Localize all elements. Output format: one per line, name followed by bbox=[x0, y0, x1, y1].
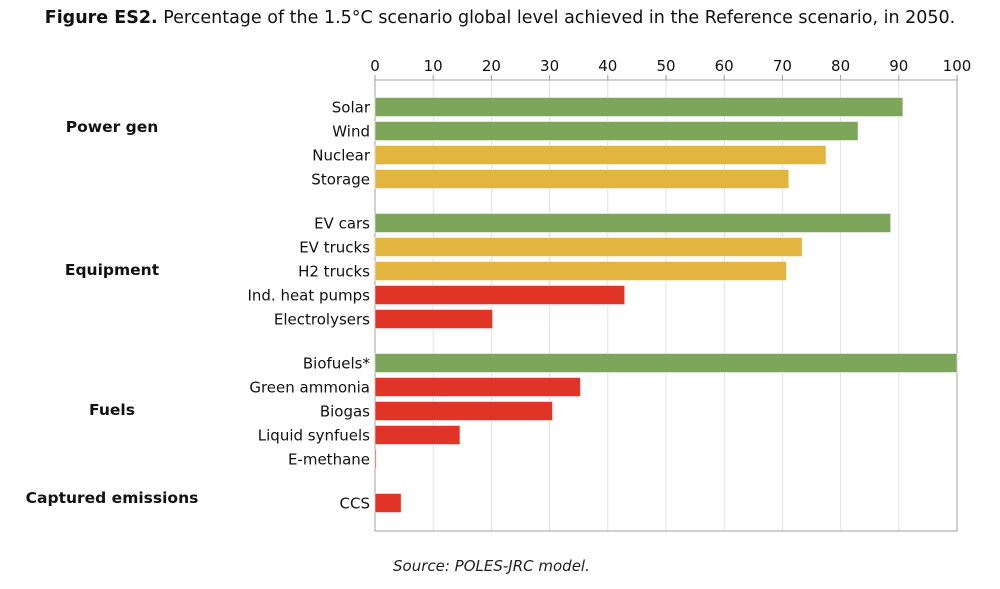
x-tick-label: 50 bbox=[656, 57, 675, 75]
x-tick-label: 0 bbox=[370, 57, 380, 75]
category-label: Solar bbox=[332, 99, 371, 117]
category-label: Ind. heat pumps bbox=[247, 287, 370, 305]
category-label: Storage bbox=[311, 171, 370, 189]
bar-ccs bbox=[374, 493, 402, 513]
x-tick-label: 100 bbox=[943, 57, 972, 75]
x-tick-label: 70 bbox=[773, 57, 792, 75]
x-tick-label: 90 bbox=[889, 57, 908, 75]
bar-biofuels- bbox=[374, 353, 958, 373]
x-tick-label: 60 bbox=[715, 57, 734, 75]
category-label: CCS bbox=[340, 495, 370, 513]
x-tick-label: 20 bbox=[482, 57, 501, 75]
figure-caption: Percentage of the 1.5°C scenario global … bbox=[163, 8, 956, 28]
category-label: Electrolysers bbox=[274, 311, 370, 329]
category-label: E-methane bbox=[288, 451, 370, 469]
x-tick-label: 40 bbox=[598, 57, 617, 75]
bar-h2-trucks bbox=[374, 261, 787, 281]
bar-storage bbox=[374, 169, 790, 189]
figure-title: Figure ES2. Percentage of the 1.5°C scen… bbox=[0, 8, 1000, 28]
bar-electrolysers bbox=[374, 309, 494, 329]
category-label: Biofuels* bbox=[303, 355, 371, 373]
category-label: EV trucks bbox=[299, 239, 370, 257]
bar-green-ammonia bbox=[374, 377, 581, 397]
group-label: Fuels bbox=[89, 401, 135, 419]
bar-biogas bbox=[374, 401, 554, 421]
group-label: Captured emissions bbox=[26, 489, 199, 507]
category-label: H2 trucks bbox=[298, 263, 370, 281]
bar-liquid-synfuels bbox=[374, 425, 461, 445]
bar-wind bbox=[374, 121, 859, 141]
category-label: Nuclear bbox=[312, 147, 371, 165]
plot-frame bbox=[374, 79, 958, 532]
group-label: Equipment bbox=[65, 261, 160, 279]
category-label: Green ammonia bbox=[249, 379, 370, 397]
x-tick-label: 80 bbox=[831, 57, 850, 75]
bar-nuclear bbox=[374, 145, 827, 165]
category-label: Biogas bbox=[320, 403, 370, 421]
bar-ev-cars bbox=[374, 213, 892, 233]
group-label: Power gen bbox=[66, 118, 159, 136]
category-label: Liquid synfuels bbox=[258, 427, 370, 445]
bar-solar bbox=[374, 97, 904, 117]
source-note: Source: POLES-JRC model. bbox=[393, 557, 590, 575]
figure-number: Figure ES2. bbox=[44, 8, 158, 28]
x-tick-label: 10 bbox=[424, 57, 443, 75]
category-label: Wind bbox=[332, 123, 370, 141]
category-label: EV cars bbox=[314, 215, 370, 233]
bar-ind-heat-pumps bbox=[374, 285, 626, 305]
bar-ev-trucks bbox=[374, 237, 803, 257]
x-tick-label: 30 bbox=[540, 57, 559, 75]
bar-e-methane bbox=[374, 449, 377, 469]
